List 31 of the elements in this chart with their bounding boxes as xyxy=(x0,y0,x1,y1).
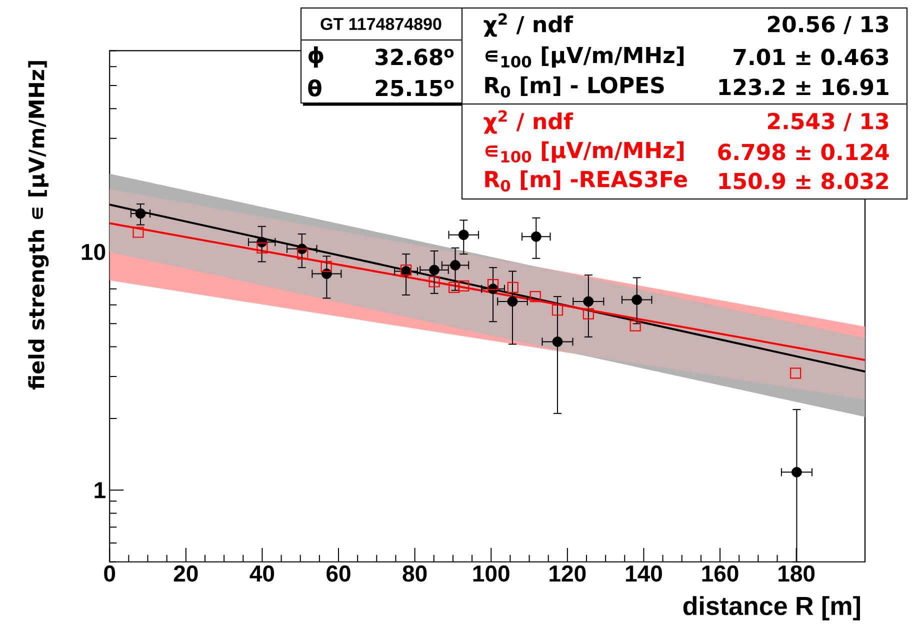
x-tick-label: 80 xyxy=(402,565,427,582)
y-tick-label: 1 xyxy=(94,482,106,498)
x-axis-title: distance R [m] xyxy=(683,596,860,620)
x-tick-label: 0 xyxy=(104,565,116,582)
text: GT 1174874890 xyxy=(320,18,442,30)
annotation: 123.2 ± 16.91 xyxy=(719,78,888,96)
x-tick-label: 180 xyxy=(778,565,815,582)
annotation: R$_{0}$ [m] - LOPES xyxy=(485,76,664,98)
x-tick-label: 60 xyxy=(326,565,350,582)
x-tick-label: 40 xyxy=(250,565,274,582)
y-axis-title: field strength ∊ [μV/m/MHz] xyxy=(28,61,49,390)
x-tick-label: 120 xyxy=(550,565,586,582)
text: χ$^{2}$ / ndf xyxy=(484,13,574,37)
annotation: ∊$_{100}$ [μV/m/MHz] xyxy=(486,46,684,68)
annotation: 32.68$^{o}$ xyxy=(376,48,454,66)
x-tick-label: 100 xyxy=(473,565,510,582)
annotation: χ$^{2}$ / ndf xyxy=(484,110,574,134)
x-tick-label: 160 xyxy=(702,565,738,582)
text: 20.56 / 13 xyxy=(768,16,888,34)
annotation: 2.543 / 13 xyxy=(768,112,888,132)
annotation: 7.01 ± 0.463 xyxy=(734,48,888,66)
annotation: θ xyxy=(308,79,322,97)
annotation: 6.798 ± 0.124 xyxy=(718,144,889,160)
annotation: 25.15$^{o}$ xyxy=(376,80,454,96)
y-tick-label: 10 xyxy=(82,244,106,260)
annotation: ∊$_{100}$ [μV/m/MHz] xyxy=(486,141,684,163)
annotation: R$_{0}$ [m] -REAS3Fe xyxy=(485,170,687,192)
annotation: 150.9 ± 8.032 xyxy=(719,172,888,190)
x-tick-label: 20 xyxy=(174,565,198,582)
annotation: ϕ xyxy=(308,46,324,68)
x-tick-label: 140 xyxy=(626,565,662,582)
